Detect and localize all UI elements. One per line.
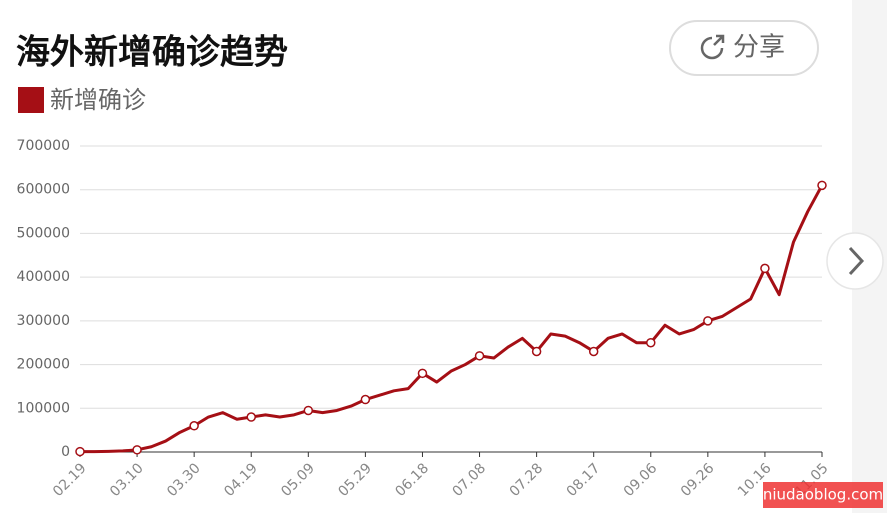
x-tick-label: 04.19: [221, 460, 261, 500]
watermark: niudaoblog.com: [763, 486, 883, 504]
x-tick-label: 06.18: [392, 460, 432, 500]
share-label: 分享: [733, 33, 785, 63]
x-tick-label: 05.29: [335, 460, 375, 500]
series-line: [80, 184, 824, 454]
next-icon: [848, 246, 865, 276]
point-marker: [646, 337, 656, 348]
y-tick-label: 200000: [17, 357, 70, 373]
legend-label: 新增确诊: [50, 86, 146, 114]
y-tick-label: 100000: [17, 400, 70, 416]
point-marker: [474, 351, 485, 361]
point-marker: [132, 445, 142, 455]
point-marker: [246, 412, 256, 422]
watermark-bg: [763, 482, 883, 508]
point-marker: [189, 421, 199, 431]
y-tick-label: 600000: [17, 182, 70, 198]
point-marker: [417, 368, 428, 379]
next-button-bg[interactable]: [826, 232, 884, 290]
x-tick-label: 09.26: [678, 460, 718, 500]
point-marker: [303, 405, 314, 416]
share-icon: [700, 34, 725, 60]
x-tick-label: 08.17: [564, 460, 604, 500]
y-tick-label: 500000: [17, 225, 70, 241]
point-marker: [588, 346, 599, 357]
x-tick-label: 02.19: [50, 460, 90, 500]
share-button[interactable]: 分享: [669, 20, 819, 76]
chart-title: 海外新增确诊趋势: [16, 33, 288, 73]
y-tick-label: 400000: [17, 269, 70, 285]
x-tick-label: 05.09: [278, 460, 318, 500]
x-tick-label: 03.30: [164, 460, 204, 500]
share-button-bg[interactable]: [669, 20, 819, 76]
y-tick-label: 0: [61, 444, 70, 460]
legend-swatch: [18, 87, 44, 113]
y-tick-label: 700000: [17, 138, 70, 154]
point-marker: [760, 263, 770, 274]
point-marker: [531, 346, 542, 357]
x-tick-label: 03.10: [107, 460, 147, 500]
next-button[interactable]: [826, 232, 884, 290]
point-marker: [75, 446, 85, 457]
point-marker: [703, 316, 713, 326]
x-tick-label: 07.28: [507, 460, 547, 500]
x-tick-label: 09.06: [621, 460, 661, 500]
x-tick-label: 07.08: [450, 460, 490, 500]
point-marker: [360, 394, 371, 405]
y-tick-label: 300000: [17, 313, 70, 329]
point-marker: [817, 180, 827, 191]
